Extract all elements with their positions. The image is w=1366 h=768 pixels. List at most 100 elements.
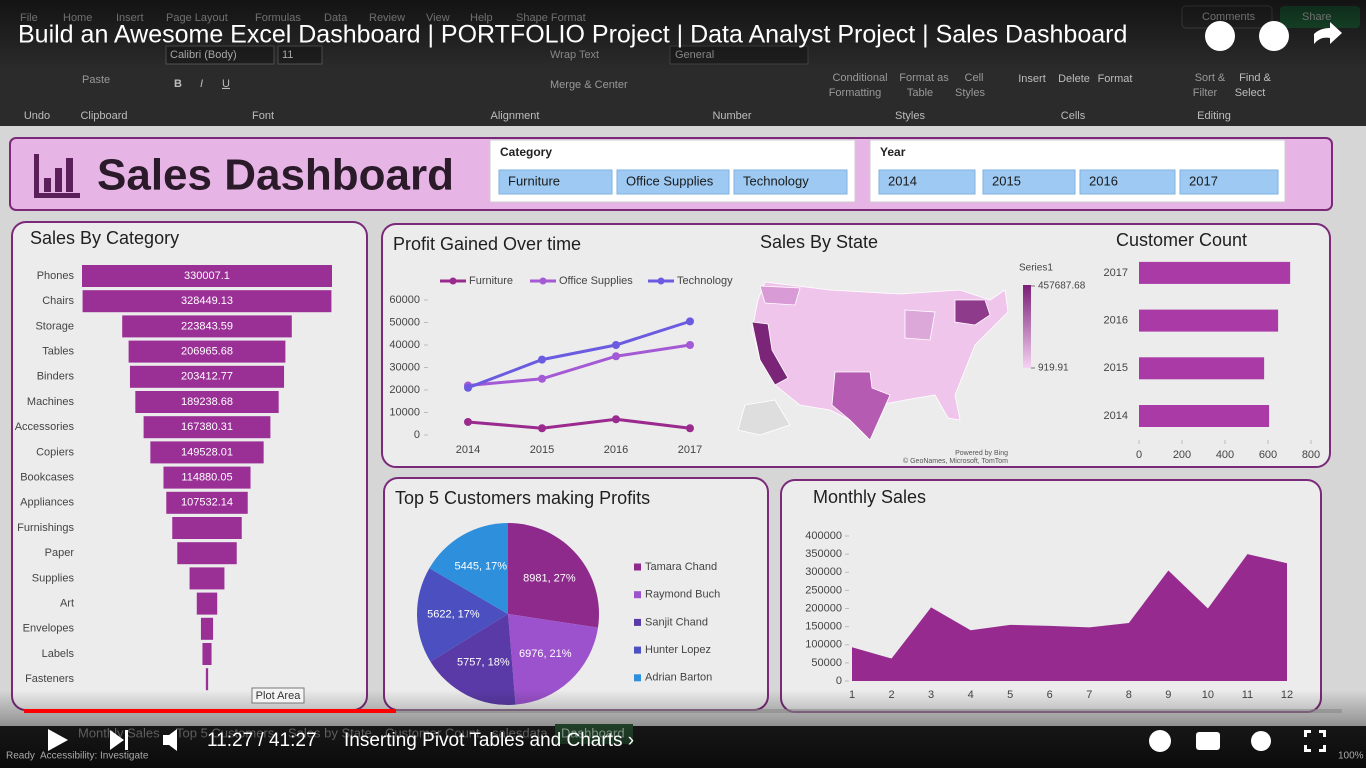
autoplay-toggle[interactable] [1149, 730, 1171, 752]
ribbon-group-label: Undo [24, 110, 50, 122]
insert[interactable]: Insert [1018, 73, 1046, 85]
slicer-item[interactable] [733, 169, 848, 195]
format[interactable]: Format [1098, 73, 1133, 85]
category-label: Storage [35, 320, 74, 332]
area [852, 554, 1287, 681]
category-label: Furnishings [17, 522, 74, 534]
video-icons [1205, 21, 1342, 51]
legend-label: Technology [677, 275, 733, 287]
share-icon[interactable] [1314, 22, 1342, 44]
point [612, 415, 620, 424]
captions-button[interactable] [1196, 732, 1220, 750]
legend-max: 457687.68 [1038, 281, 1086, 292]
legend-swatch [634, 591, 641, 599]
format-as[interactable]: Format as [899, 72, 949, 84]
play-button[interactable] [48, 729, 68, 751]
data-label: 223843.59 [181, 320, 233, 332]
slicer-item[interactable] [1079, 169, 1176, 195]
bar [1139, 405, 1270, 427]
y-tick-label: 2014 [1104, 410, 1128, 422]
category-label: Paper [45, 547, 75, 559]
italic[interactable]: I [200, 78, 203, 90]
point [464, 417, 472, 426]
y-tick-label: 2016 [1104, 315, 1128, 327]
slicer-item-label: 2016 [1089, 173, 1118, 188]
category-label: Chairs [42, 295, 74, 307]
slicer-item[interactable] [1179, 169, 1279, 195]
cell[interactable]: Cell [965, 72, 984, 84]
chart-title: Sales By Category [30, 228, 179, 248]
x-tick-label: 0 [1136, 449, 1142, 461]
dashboard-title: Sales Dashboard [97, 151, 454, 200]
dashboard-icon [34, 154, 80, 198]
funnel-bar [135, 391, 279, 413]
info-icon[interactable] [1205, 21, 1235, 51]
pie-slice [508, 523, 600, 628]
category-label: Envelopes [23, 623, 75, 635]
x-tick-label: 200 [1173, 449, 1191, 461]
chart-title: Sales By State [760, 232, 878, 252]
funnel-bar [166, 491, 248, 514]
bold[interactable]: B [174, 78, 182, 90]
funnel-bar [177, 542, 237, 565]
point [686, 317, 694, 326]
settings-button[interactable] [1251, 731, 1271, 751]
category-label: Machines [27, 396, 75, 408]
merge-center[interactable]: Merge & Center [550, 79, 628, 91]
category-label: Appliances [20, 497, 74, 509]
y-tick-label: 200000 [805, 602, 842, 614]
funnel-bar [205, 668, 209, 691]
legend-gradient [1023, 285, 1031, 368]
paste[interactable]: Paste [82, 74, 110, 86]
ribbon-group-label: Clipboard [80, 110, 127, 122]
y-tick-label: 20000 [389, 384, 420, 396]
watch-later-icon[interactable] [1259, 21, 1289, 51]
funnel-bar [122, 315, 292, 338]
chart-title: Monthly Sales [813, 487, 926, 507]
y-tick-label: 50000 [811, 657, 842, 669]
volume-button[interactable] [163, 729, 177, 751]
sort[interactable]: Sort & [1195, 72, 1226, 84]
map-credit: © GeoNames, Microsoft, TomTom [903, 457, 1008, 465]
x-tick-label: 2017 [678, 444, 702, 456]
legend-label: Raymond Buch [645, 589, 720, 601]
x-tick-label: 600 [1259, 449, 1277, 461]
progress-track[interactable] [24, 709, 1342, 713]
ribbon-group-label: Number [712, 110, 751, 122]
video-chapter[interactable]: Inserting Pivot Tables and Charts › [344, 730, 634, 751]
underline[interactable]: U [222, 78, 230, 90]
category-label: Supplies [32, 572, 75, 584]
next-button[interactable] [110, 730, 128, 750]
funnel-bar [128, 340, 286, 363]
point [612, 352, 620, 361]
point [538, 374, 546, 383]
slicer-item[interactable] [982, 169, 1076, 195]
legend-label: Adrian Barton [645, 672, 712, 684]
category-label: Binders [37, 371, 75, 383]
find[interactable]: Find & [1239, 72, 1271, 84]
legend-label: Furniture [469, 275, 513, 287]
y-tick-label: 0 [836, 675, 842, 687]
ribbon-group-label: Editing [1197, 110, 1231, 122]
y-tick-label: 250000 [805, 584, 842, 596]
data-label: 5445, 17% [454, 561, 507, 573]
slicer-item[interactable] [616, 169, 730, 195]
slicer-item-label: Technology [743, 173, 809, 188]
status-ready: Ready [6, 751, 35, 762]
funnel-bar [129, 365, 285, 388]
bar [1139, 309, 1279, 332]
video-title[interactable]: Build an Awesome Excel Dashboard | PORTF… [18, 21, 1127, 49]
slicer-item[interactable] [498, 169, 613, 195]
delete[interactable]: Delete [1058, 73, 1090, 85]
status-zoom: 100% [1338, 751, 1364, 762]
data-label: 328449.13 [181, 295, 233, 307]
conditional[interactable]: Conditional [832, 72, 887, 84]
chart-title: Customer Count [1116, 230, 1247, 250]
category-label: Phones [37, 270, 75, 282]
slicer-item[interactable] [878, 169, 976, 195]
x-tick-label: 2015 [530, 444, 554, 456]
fullscreen-button[interactable] [1304, 730, 1326, 752]
tooltip-box [251, 687, 305, 704]
y-tick-label: 100000 [805, 639, 842, 651]
pie-slice [508, 614, 598, 705]
